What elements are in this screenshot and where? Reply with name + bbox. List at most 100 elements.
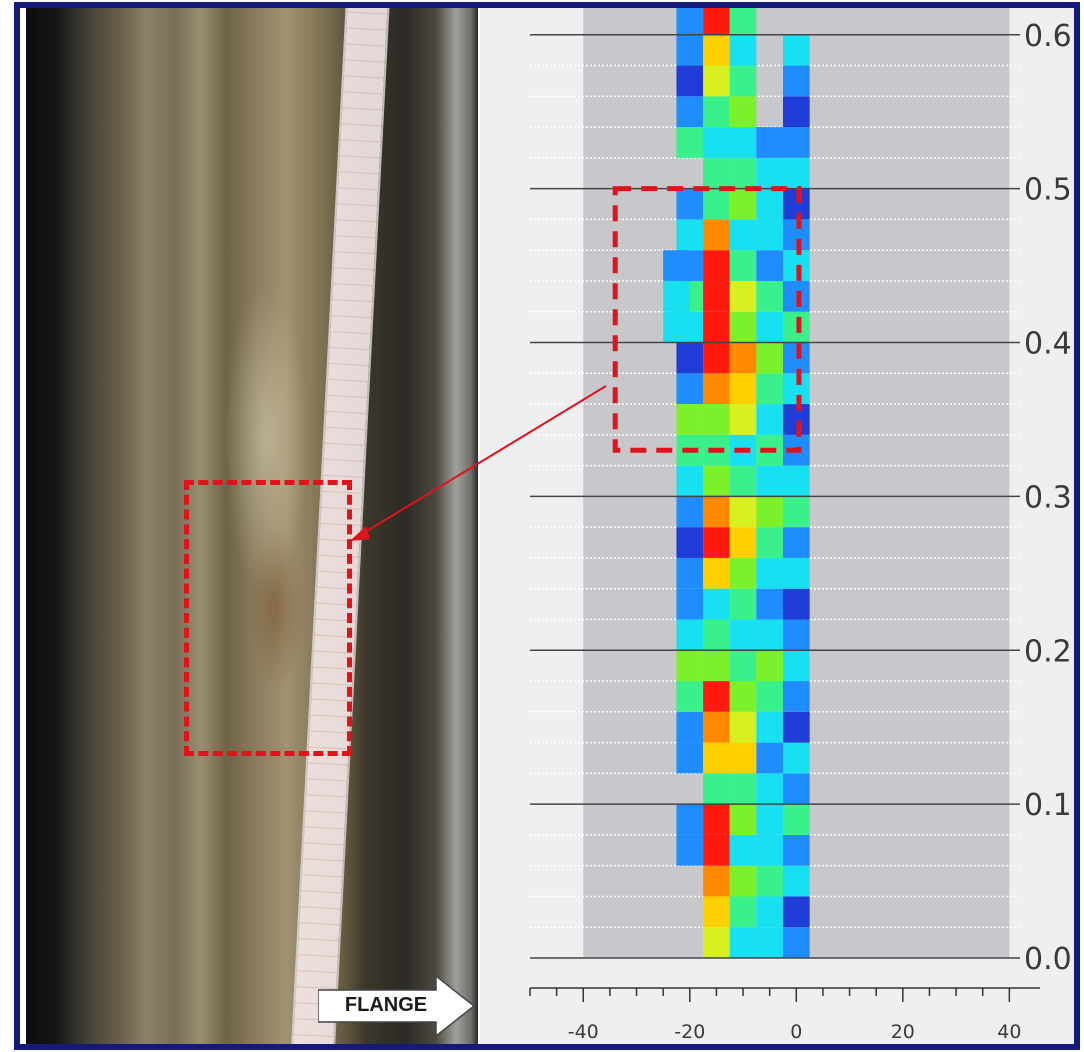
heat-cell <box>729 773 757 805</box>
x-tick-label: 40 <box>997 1021 1021 1043</box>
heat-cell <box>676 619 704 651</box>
heat-cell <box>756 404 783 435</box>
heat-cell <box>756 742 783 774</box>
heat-cell <box>676 527 704 558</box>
heat-cell <box>756 650 783 682</box>
heat-cell <box>729 681 757 712</box>
x-tick-label: -40 <box>568 1021 599 1043</box>
heat-cell <box>703 157 730 189</box>
heat-cell <box>729 8 757 35</box>
heat-cell <box>676 8 704 35</box>
heat-cell <box>729 804 757 835</box>
heat-cell <box>756 188 783 220</box>
heat-cell <box>729 404 757 435</box>
heat-cell <box>703 8 730 35</box>
heat-cell <box>676 496 704 528</box>
heat-cell <box>676 404 704 435</box>
heat-cell <box>756 250 783 281</box>
heat-cell <box>782 896 810 928</box>
flange-label: FLANGE <box>344 994 428 1016</box>
y-tick-label: 0.1 <box>1024 788 1072 823</box>
heat-cell <box>703 865 730 897</box>
heat-cell <box>703 127 730 158</box>
heat-cell <box>703 188 730 220</box>
heat-cell <box>782 804 810 835</box>
heat-cell <box>756 896 783 928</box>
heat-cell <box>676 373 704 405</box>
heat-cell <box>782 557 810 589</box>
heat-cell <box>703 465 730 497</box>
heat-cell <box>782 865 810 897</box>
heat-cell <box>756 127 783 158</box>
heat-cell <box>782 773 810 805</box>
heat-cell <box>729 188 757 220</box>
heat-cell <box>729 465 757 497</box>
heat-cell <box>676 219 704 251</box>
heat-cell <box>676 681 704 712</box>
x-tick-label: -20 <box>674 1021 705 1043</box>
heat-cell <box>782 527 810 558</box>
heat-cell <box>756 773 783 805</box>
heat-cell <box>729 311 757 343</box>
heat-cell <box>663 250 690 281</box>
heat-cell <box>756 527 783 558</box>
chart-defect-box <box>612 186 802 453</box>
heat-cell <box>703 588 730 620</box>
heat-cell <box>676 650 704 682</box>
heat-cell <box>729 742 757 774</box>
heat-cell <box>703 742 730 774</box>
heat-cell <box>782 65 810 97</box>
heat-cell <box>782 588 810 620</box>
heat-cell <box>703 404 730 435</box>
heat-cell <box>676 65 704 97</box>
heat-cell <box>782 280 810 312</box>
heat-cell <box>756 865 783 897</box>
heat-cell <box>729 342 757 374</box>
heat-cell <box>676 557 704 589</box>
heat-cell <box>756 496 783 528</box>
heat-cell <box>703 619 730 651</box>
heat-cell <box>729 373 757 405</box>
heat-cell <box>703 342 730 374</box>
heat-cell <box>782 927 810 958</box>
heat-cell <box>703 373 730 405</box>
arrow-right-icon <box>317 974 476 1038</box>
heat-cell <box>782 188 810 220</box>
heat-cell <box>782 96 810 128</box>
heat-cell <box>703 773 730 805</box>
heat-cell <box>729 65 757 97</box>
heat-cell <box>729 127 757 158</box>
heat-cell <box>756 465 783 497</box>
heat-cell <box>663 311 690 343</box>
heat-cell <box>756 373 783 405</box>
heat-cell <box>782 681 810 712</box>
heat-cell <box>729 157 757 189</box>
heat-cell <box>756 311 783 343</box>
heat-cell <box>729 865 757 897</box>
heat-cell <box>729 527 757 558</box>
heat-cell <box>782 742 810 774</box>
heat-cell <box>676 588 704 620</box>
heat-cell <box>676 127 704 158</box>
heat-cell <box>782 34 810 66</box>
heat-cell <box>703 711 730 743</box>
x-tick-label: 20 <box>891 1021 915 1043</box>
heat-cell <box>729 588 757 620</box>
heat-cell <box>729 250 757 281</box>
heat-cell <box>729 96 757 128</box>
heat-cell <box>703 34 730 66</box>
heat-cell <box>703 219 730 251</box>
heat-cell <box>782 619 810 651</box>
heat-cell <box>703 496 730 528</box>
heat-cell <box>782 711 810 743</box>
heat-cell <box>729 34 757 66</box>
heat-cell <box>703 96 730 128</box>
heat-cell <box>729 711 757 743</box>
heat-cell <box>782 311 810 343</box>
heat-cell <box>756 834 783 866</box>
heat-cell <box>782 404 810 435</box>
x-tick-label: 0 <box>790 1021 802 1043</box>
heat-cell <box>676 804 704 835</box>
heat-cell <box>703 65 730 97</box>
heatmap-chart: 0.0 0.1 0.2 0.3 0.4 0.5 0.6 -40 -20 0 20 40 <box>480 8 1074 1044</box>
